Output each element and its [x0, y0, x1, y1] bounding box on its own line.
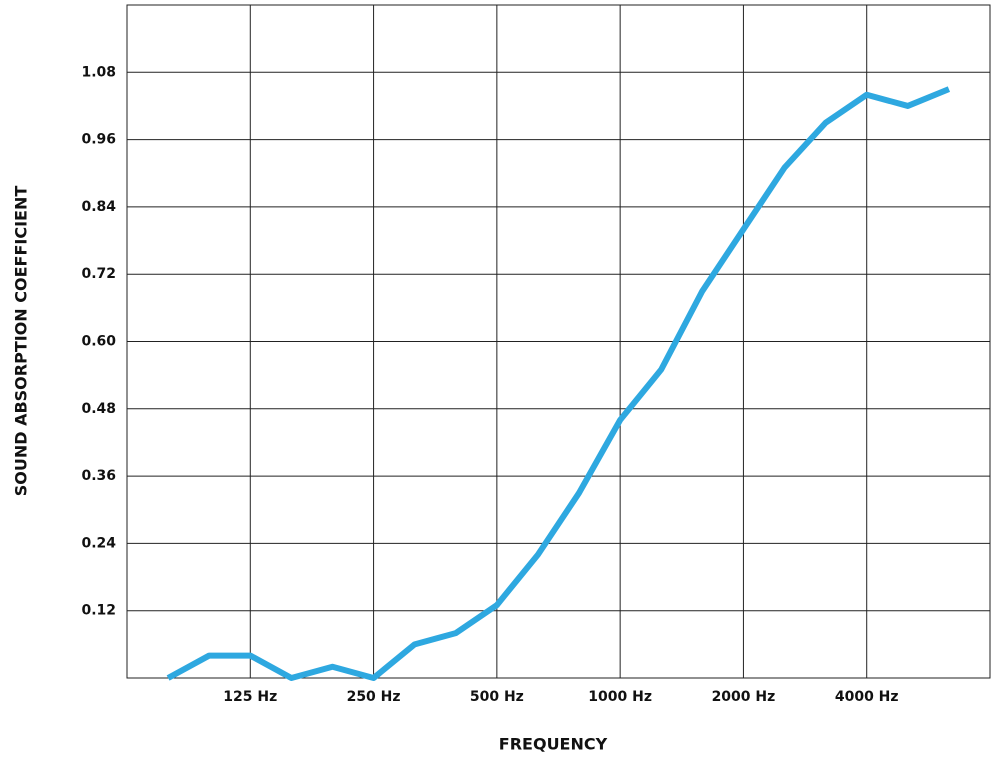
y-tick-label: 0.96: [81, 132, 116, 148]
y-tick-label: 0.84: [81, 199, 116, 215]
y-tick-label: 0.72: [81, 266, 116, 282]
y-axis-title: SOUND ABSORPTION COEFFICIENT: [12, 186, 31, 497]
x-tick-label: 250 Hz: [347, 689, 401, 705]
y-tick-label: 1.08: [81, 64, 116, 80]
y-tick-label: 0.24: [81, 535, 116, 551]
y-tick-label: 0.36: [81, 468, 116, 484]
x-tick-label: 125 Hz: [223, 689, 277, 705]
y-tick-label: 0.60: [81, 334, 116, 350]
y-tick-label: 0.12: [81, 603, 116, 619]
x-tick-label: 4000 Hz: [835, 689, 899, 705]
y-tick-label: 0.48: [81, 401, 116, 417]
x-axis-title: FREQUENCY: [499, 735, 608, 754]
x-tick-label: 2000 Hz: [712, 689, 776, 705]
data-line: [166, 86, 951, 681]
x-tick-label: 500 Hz: [470, 689, 524, 705]
x-tick-label: 1000 Hz: [588, 689, 652, 705]
